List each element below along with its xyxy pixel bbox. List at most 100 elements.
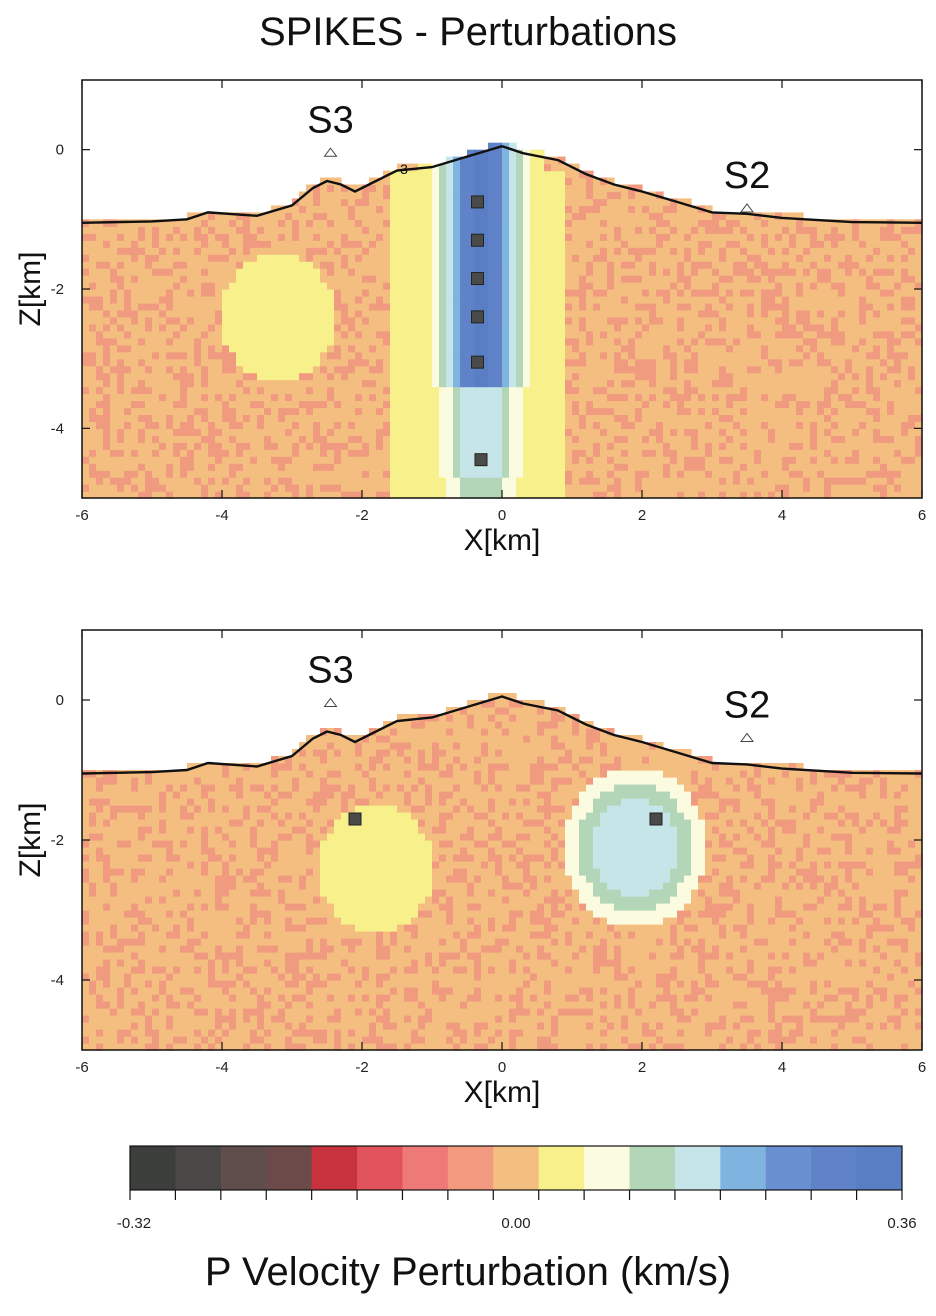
heatmap-cell [565, 393, 573, 402]
heatmap-cell [593, 254, 601, 262]
heatmap-cell [642, 456, 650, 464]
heatmap-cell [495, 198, 503, 206]
heatmap-cell [110, 491, 118, 499]
heatmap-cell [299, 435, 307, 443]
heatmap-cell [404, 477, 412, 485]
heatmap-cell [460, 393, 468, 402]
heatmap-cell [768, 219, 776, 227]
heatmap-cell [845, 316, 853, 325]
heatmap-cell [138, 254, 146, 262]
heatmap-cell [355, 275, 363, 283]
heatmap-cell [369, 344, 377, 353]
heatmap-cell [278, 379, 286, 388]
heatmap-cell [285, 421, 293, 429]
heatmap-cell [726, 316, 734, 325]
heatmap-cell [110, 407, 118, 415]
heatmap-cell [383, 330, 391, 339]
heatmap-cell [649, 428, 657, 436]
heatmap-cell [509, 400, 517, 409]
heatmap-cell [551, 198, 559, 206]
heatmap-cell [593, 212, 601, 220]
heatmap-cell [131, 309, 139, 318]
heatmap-cell [446, 491, 454, 499]
heatmap-cell [299, 268, 307, 276]
heatmap-cell [187, 428, 195, 436]
heatmap-cell [537, 233, 545, 241]
heatmap-cell [313, 351, 321, 360]
heatmap-cell [138, 435, 146, 443]
heatmap-cell [397, 449, 405, 457]
heatmap-cell [292, 400, 300, 409]
heatmap-cell [264, 337, 272, 346]
heatmap-cell [530, 156, 538, 165]
heatmap-cell [376, 379, 384, 388]
heatmap-cell [89, 247, 97, 255]
heatmap-cell [285, 240, 293, 248]
heatmap-cell [236, 365, 244, 374]
heatmap-cell [572, 365, 580, 374]
heatmap-cell [516, 156, 524, 165]
heatmap-cell [124, 484, 132, 492]
heatmap-cell [726, 477, 734, 485]
heatmap-cell [866, 449, 874, 457]
heatmap-cell [327, 302, 335, 311]
heatmap-cell [425, 428, 433, 436]
heatmap-cell [866, 477, 874, 485]
heatmap-cell [446, 414, 454, 422]
heatmap-cell [761, 337, 769, 346]
heatmap-cell [509, 393, 517, 402]
heatmap-cell [313, 456, 321, 464]
heatmap-cell [614, 428, 622, 436]
heatmap-cell [677, 323, 685, 332]
heatmap-cell [663, 316, 671, 325]
heatmap-cell [754, 386, 762, 395]
heatmap-cell [544, 282, 552, 290]
heatmap-cell [845, 477, 853, 485]
heatmap-cell [432, 233, 440, 241]
heatmap-cell [502, 156, 510, 165]
heatmap-cell [635, 393, 643, 402]
heatmap-cell [544, 400, 552, 409]
heatmap-cell [355, 337, 363, 346]
heatmap-cell [635, 296, 643, 304]
heatmap-cell [117, 226, 125, 234]
heatmap-cell [383, 484, 391, 492]
heatmap-cell [544, 170, 552, 179]
heatmap-cell [551, 358, 559, 367]
heatmap-cell [397, 226, 405, 234]
heatmap-cell [145, 275, 153, 283]
heatmap-cell [796, 337, 804, 346]
heatmap-cell [572, 316, 580, 325]
heatmap-cell [306, 316, 314, 325]
heatmap-cell [320, 212, 328, 220]
heatmap-cell [740, 456, 748, 464]
heatmap-cell [187, 351, 195, 360]
heatmap-cell [502, 379, 510, 388]
heatmap-cell [607, 372, 615, 381]
heatmap-cell [124, 323, 132, 332]
heatmap-cell [439, 463, 447, 471]
heatmap-cell [439, 477, 447, 485]
heatmap-cell [180, 456, 188, 464]
heatmap-cell [817, 463, 825, 471]
heatmap-cell [257, 456, 265, 464]
heatmap-cell [460, 470, 468, 478]
heatmap-cell [670, 212, 678, 220]
heatmap-cell [691, 289, 699, 297]
heatmap-cell [124, 275, 132, 283]
heatmap-cell [838, 316, 846, 325]
heatmap-cell [208, 323, 216, 332]
heatmap-cell [628, 386, 636, 395]
heatmap-cell [96, 296, 104, 304]
heatmap-cell [775, 233, 783, 241]
heatmap-cell [544, 330, 552, 339]
heatmap-cell [537, 456, 545, 464]
heatmap-cell [397, 358, 405, 367]
heatmap-cell [509, 156, 517, 165]
heatmap-cell [404, 456, 412, 464]
heatmap-cell [509, 233, 517, 241]
heatmap-cell [579, 337, 587, 346]
heatmap-cell [607, 491, 615, 499]
heatmap-cell [467, 351, 475, 360]
heatmap-cell [509, 470, 517, 478]
